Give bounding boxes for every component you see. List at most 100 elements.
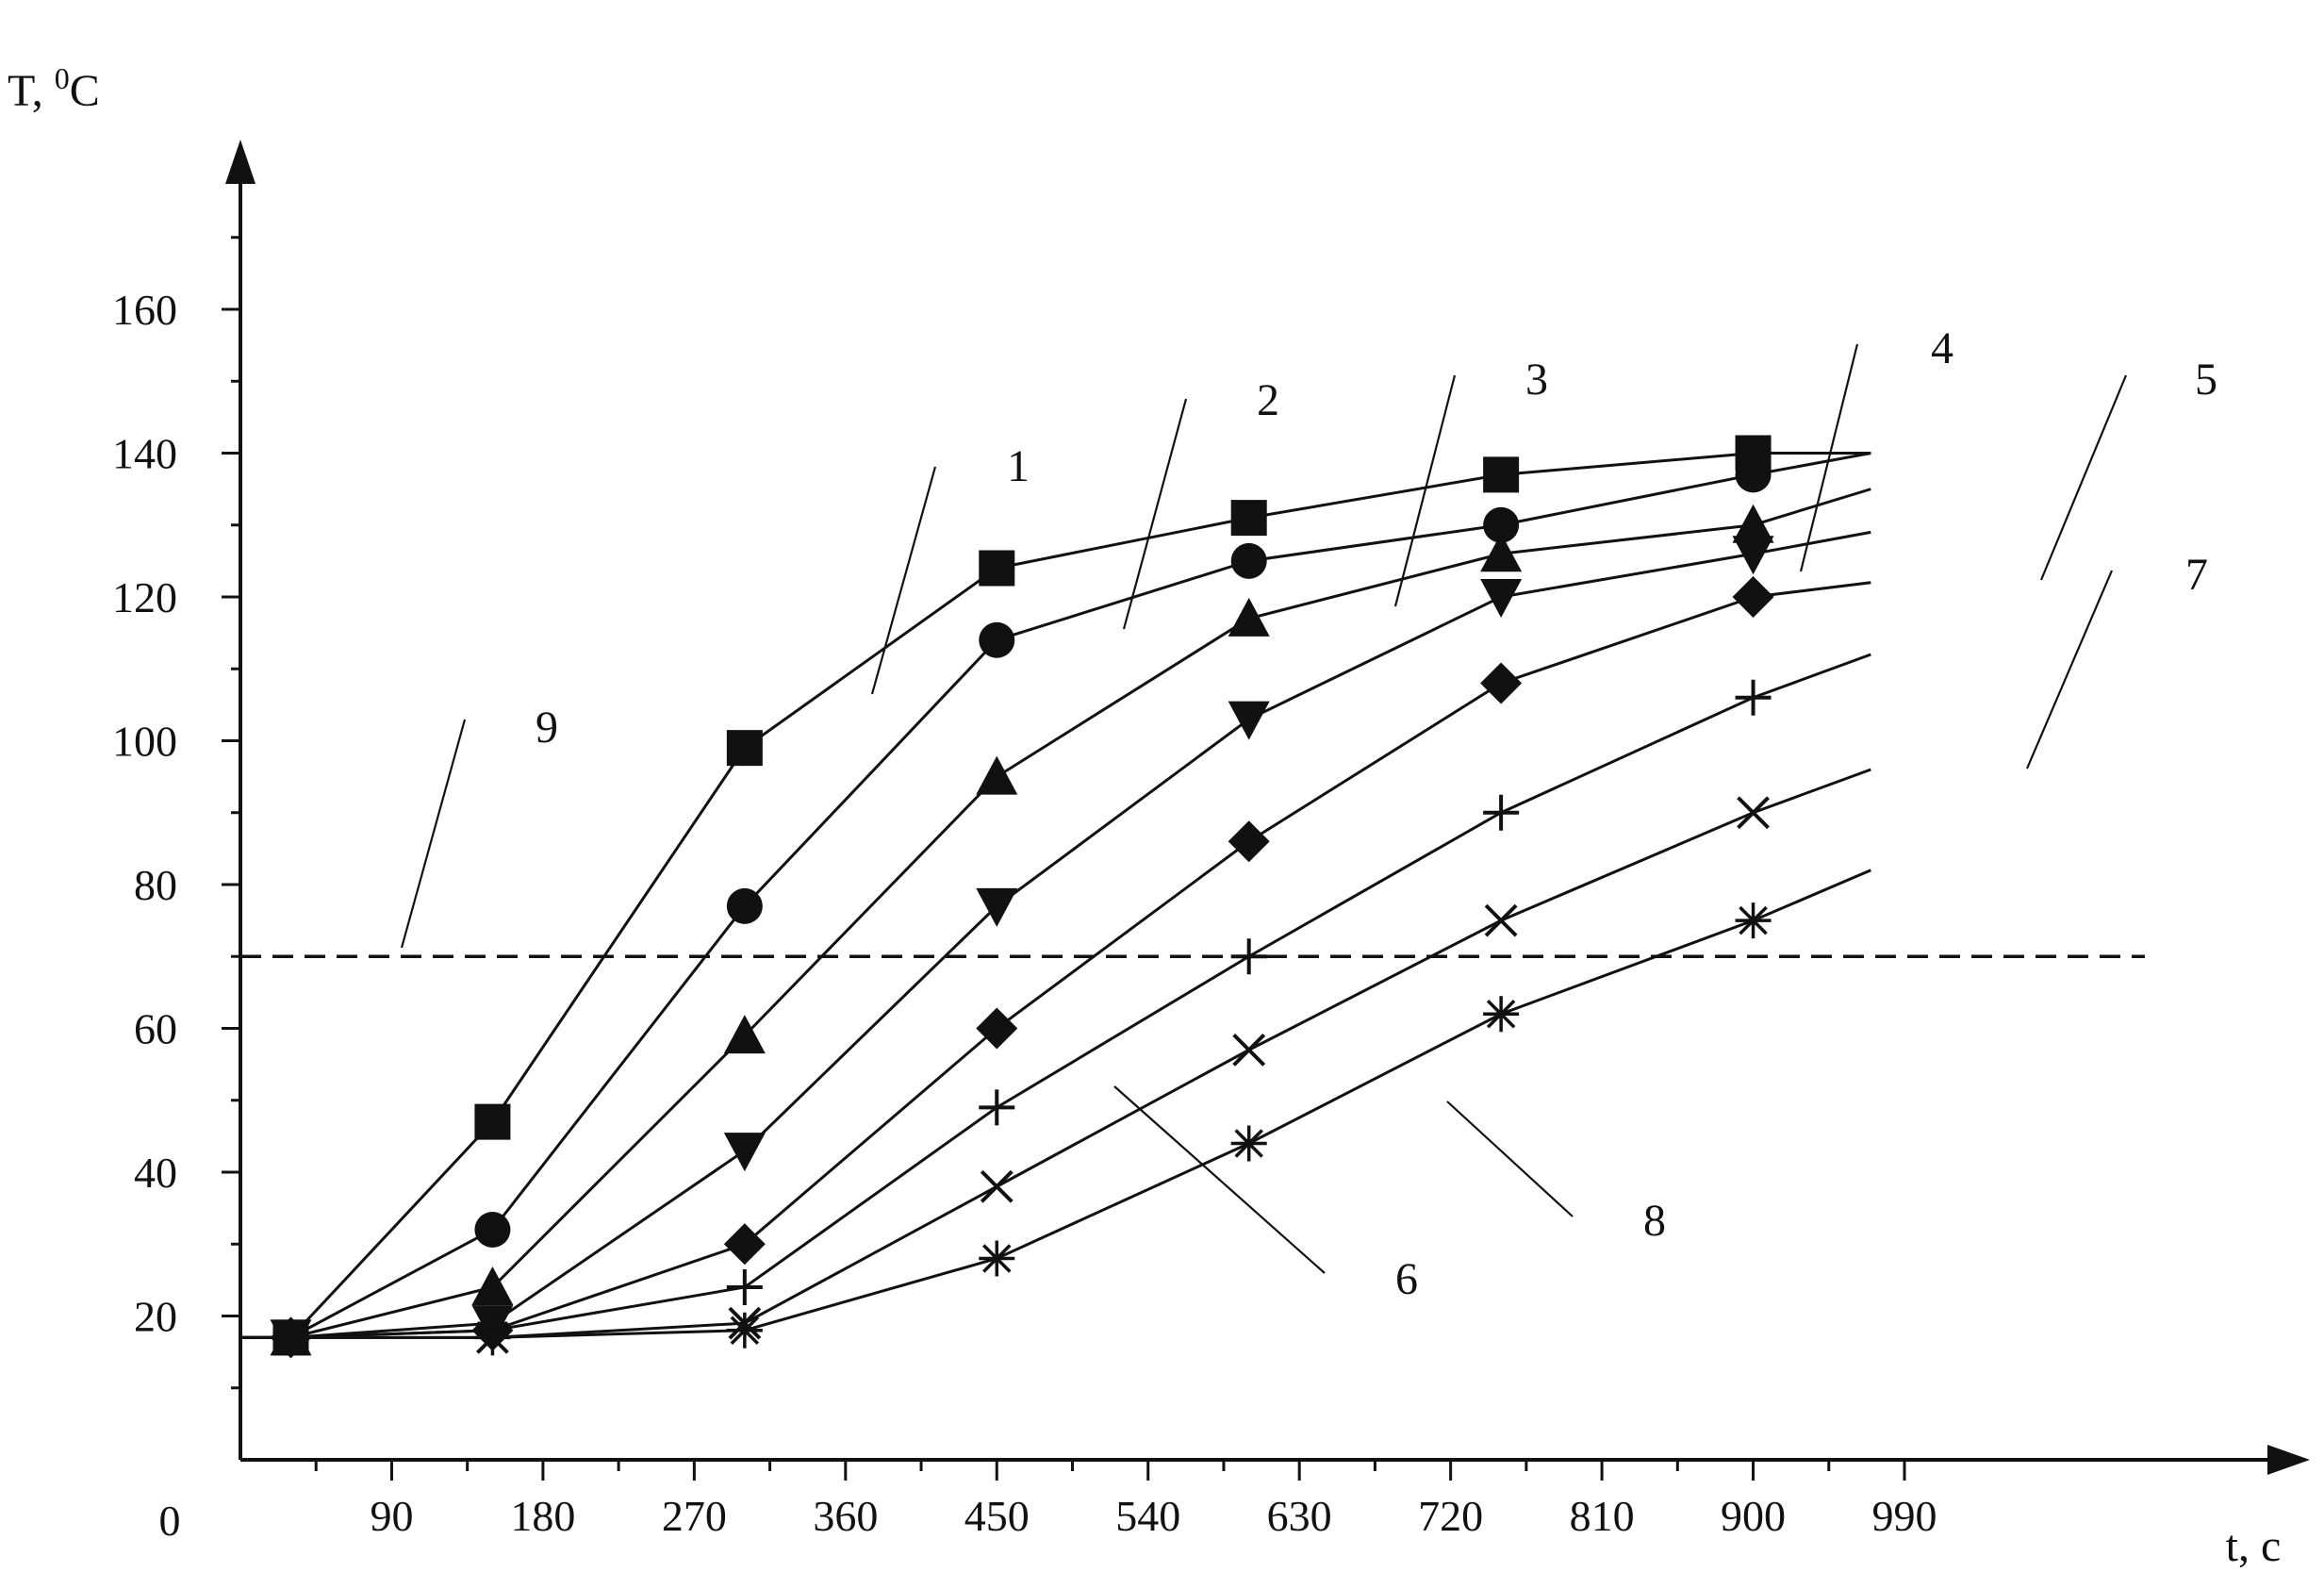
triangle-down-marker: [976, 887, 1018, 927]
curve-label-8: 8: [1446, 1101, 1666, 1246]
leader-line: [1122, 398, 1188, 630]
x-tick-label: 270: [662, 1492, 727, 1540]
x-tick-label: 90: [370, 1492, 413, 1540]
curve-labels-layer: 1 2 3 4 5 6 7 8 9: [400, 323, 2217, 1304]
curve-label-text: 6: [1395, 1254, 1418, 1304]
series-7: [240, 768, 1871, 1354]
series-line: [290, 869, 1871, 1339]
x-tick-label: 450: [964, 1492, 1030, 1540]
leader-line: [2039, 374, 2128, 581]
x-tick-label: 720: [1418, 1492, 1483, 1540]
square-marker: [474, 1103, 511, 1140]
x-marker: [1484, 903, 1518, 937]
triangle-down-marker: [723, 1133, 766, 1172]
circle-marker: [474, 1212, 511, 1248]
y-tick-label: 60: [134, 1005, 177, 1053]
x-marker: [980, 1169, 1014, 1203]
curve-label-text: 1: [1007, 441, 1030, 491]
series-8: [240, 869, 1871, 1356]
triangle-down-marker: [1732, 536, 1774, 575]
asterisk-marker-b: [276, 1323, 305, 1352]
y-tick-label: 20: [134, 1293, 177, 1341]
x-tick-label: 630: [1267, 1492, 1332, 1540]
series-line: [290, 581, 1871, 1339]
x-marker: [1232, 1033, 1266, 1067]
plus-marker: [1735, 679, 1772, 716]
series-line: [289, 452, 1871, 1339]
x-tick-label: 900: [1721, 1492, 1786, 1540]
asterisk-marker: [474, 1319, 511, 1356]
asterisk-marker: [1735, 902, 1772, 939]
curve-label-text: 8: [1643, 1196, 1666, 1246]
curve-label-text: 4: [1931, 323, 1953, 373]
y-axis-title: T, 0C: [8, 61, 100, 116]
series-line: [290, 530, 1871, 1339]
diamond-marker: [1228, 820, 1270, 863]
axes: 90 180 270 360 450 540 630 720 810 900 99020406080…: [8, 61, 2310, 1571]
x-marker-b: [980, 1169, 1014, 1203]
triangle-down-marker: [1480, 579, 1523, 618]
diamond-marker: [1480, 662, 1523, 704]
x-marker-b: [1484, 903, 1518, 937]
series-6: [240, 653, 1871, 1356]
leader-line: [1393, 374, 1457, 607]
curve-label-text: 9: [536, 703, 558, 753]
circle-marker: [726, 887, 763, 924]
diamond-marker: [976, 1007, 1018, 1050]
x-tick-label: 990: [1872, 1492, 1937, 1540]
curve-label-2: 2: [1122, 375, 1279, 630]
circle-marker: [1483, 506, 1520, 543]
asterisk-marker-b: [1739, 905, 1768, 935]
y-tick-label: 100: [112, 718, 177, 766]
asterisk-marker-b: [478, 1323, 507, 1352]
asterisk-marker-b: [1234, 1129, 1263, 1158]
y-tick-label: 160: [112, 286, 177, 334]
triangle-up-marker: [471, 1266, 514, 1305]
leader-line: [1446, 1101, 1574, 1217]
plus-marker: [1483, 794, 1520, 831]
plus-marker: [979, 1089, 1015, 1126]
origin-label: 0: [159, 1497, 181, 1545]
square-marker: [726, 730, 763, 767]
circle-marker: [1230, 542, 1267, 579]
square-marker: [979, 550, 1015, 587]
series-line: [290, 653, 1871, 1339]
curve-label-7: 7: [2025, 550, 2208, 770]
x-tick-label: 810: [1570, 1492, 1635, 1540]
curve-label-text: 2: [1257, 375, 1279, 425]
plus-marker: [1230, 938, 1267, 975]
asterisk-marker: [979, 1240, 1015, 1277]
curve-label-6: 6: [1113, 1085, 1418, 1304]
series-4: [240, 530, 1871, 1359]
curve-label-5: 5: [2039, 355, 2217, 581]
curve-label-3: 3: [1393, 355, 1548, 607]
series-line: [289, 452, 1871, 1339]
series-layer: [240, 435, 1871, 1359]
x-tick-label: 360: [813, 1492, 878, 1540]
y-axis-arrow: [225, 140, 255, 184]
y-tick-label: 80: [134, 861, 177, 909]
curve-label-9: 9: [400, 703, 558, 949]
x-axis-title: t, c: [2226, 1521, 2282, 1571]
x-marker-b: [1232, 1033, 1266, 1067]
y-tick-label: 120: [112, 573, 177, 621]
triangle-up-marker: [1480, 533, 1523, 572]
series-2: [240, 452, 1871, 1356]
diamond-marker: [723, 1223, 766, 1266]
asterisk-marker: [272, 1319, 309, 1356]
leader-line: [1113, 1085, 1326, 1274]
curve-label-text: 5: [2195, 355, 2217, 405]
triangle-up-marker: [1732, 504, 1774, 543]
asterisk-marker-b: [1486, 1000, 1516, 1029]
asterisk-marker-b: [730, 1316, 760, 1345]
series-line: [290, 488, 1871, 1339]
y-tick-label: 140: [112, 430, 177, 478]
triangle-up-marker: [976, 755, 1018, 795]
y-tick-label: 40: [134, 1149, 177, 1197]
square-marker: [1483, 456, 1520, 493]
x-tick-label: 540: [1115, 1492, 1180, 1540]
x-axis-arrow: [2267, 1445, 2310, 1475]
curve-label-text: 7: [2185, 550, 2208, 600]
